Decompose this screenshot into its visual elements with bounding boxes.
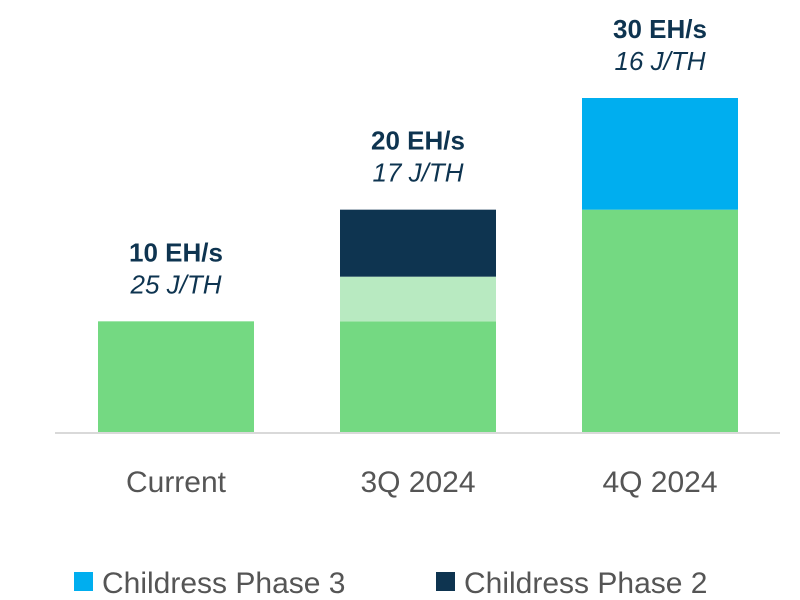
bar-current-current [98,321,254,433]
total-hashrate-label: 20 EH/s [371,126,465,156]
total-hashrate-label: 30 EH/s [613,14,707,44]
bar-3q-2024-current [340,321,496,433]
efficiency-label: 25 J/TH [129,269,221,299]
bar-3q-2024-childress-phase-2 [340,209,496,277]
bar-4q-2024-childress-phase-3 [582,98,738,210]
legend-swatch-childress-phase-2 [436,572,455,591]
bar-4q-2024-current [582,209,738,433]
x-tick-current: Current [126,466,227,499]
bars-group [98,98,738,433]
total-hashrate-label: 10 EH/s [129,237,223,267]
legend-label-childress-phase-2: Childress Phase 2 [464,567,707,600]
legend-label-childress-phase-3: Childress Phase 3 [102,567,345,600]
x-tick-3q-2024: 3Q 2024 [360,466,475,499]
legend: Childress Phase 3 Childress Phase 2 [74,567,707,600]
efficiency-label: 17 J/TH [372,158,463,188]
legend-swatch-childress-phase-3 [74,572,93,591]
x-tick-4q-2024: 4Q 2024 [602,466,717,499]
x-tick-labels-group: Current 3Q 2024 4Q 2024 [126,466,718,499]
bar-3q-2024-expansion [340,276,496,322]
efficiency-label: 16 J/TH [614,46,705,76]
